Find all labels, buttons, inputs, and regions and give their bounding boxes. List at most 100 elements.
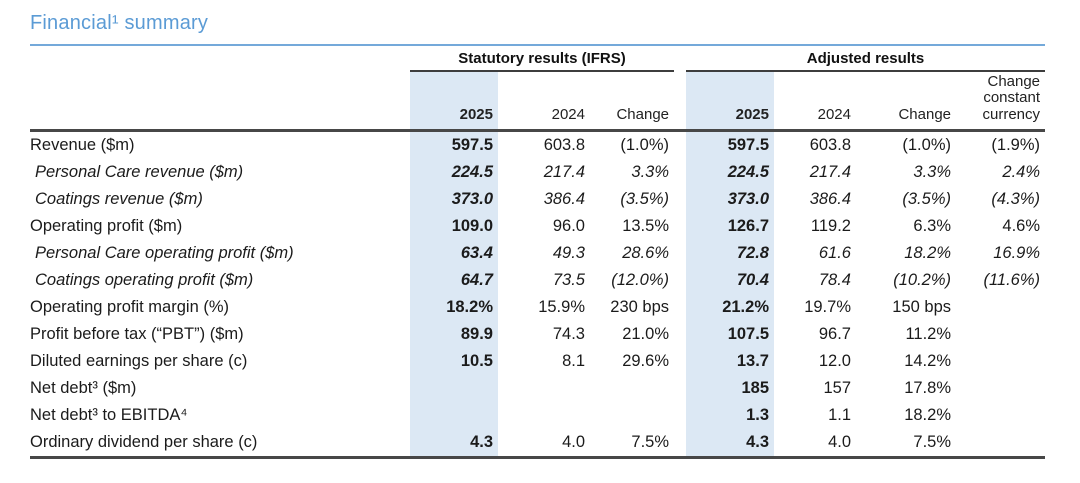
cell-stat-2025 bbox=[410, 375, 498, 402]
table-row: Ordinary dividend per share (c) 4.3 4.0 … bbox=[30, 429, 1046, 459]
cell-stat-change: (3.5%) bbox=[620, 190, 669, 208]
table-row: Revenue ($m) 597.5 603.8 (1.0%) 597.5 60… bbox=[30, 130, 1045, 160]
group-gap-cell bbox=[674, 240, 686, 267]
cell-adj-2024: 119.2 bbox=[810, 217, 851, 235]
cell-change-constant-currency: 4.6% bbox=[1002, 217, 1041, 235]
col-header-stat-change: Change bbox=[590, 71, 674, 132]
cell-stat-change: (12.0%) bbox=[611, 271, 669, 289]
cell-stat-2025 bbox=[410, 402, 498, 429]
row-label: Diluted earnings per share (c) bbox=[30, 352, 248, 370]
group-gap-cell bbox=[674, 267, 686, 294]
cell-adj-2025: 1.3 bbox=[686, 402, 774, 429]
cell-adj-2025: 126.7 bbox=[686, 213, 774, 240]
cell-stat-change bbox=[590, 402, 674, 429]
cell-adj-2024: 19.7% bbox=[804, 298, 851, 316]
row-label: Profit before tax (“PBT”) ($m) bbox=[30, 325, 244, 343]
cell-adj-2024: 4.0 bbox=[774, 429, 856, 459]
cell-stat-2024: 4.0 bbox=[498, 429, 590, 459]
row-label: Personal Care operating profit ($m) bbox=[35, 244, 294, 262]
col-header-adj-change: Change bbox=[856, 71, 956, 132]
cell-adj-2025: 4.3 bbox=[686, 429, 774, 459]
cell-stat-2024: 96.0 bbox=[552, 217, 585, 235]
table-row: Coatings revenue ($m) 373.0 386.4 (3.5%)… bbox=[30, 186, 1045, 213]
table-row: Profit before tax (“PBT”) ($m) 89.9 74.3… bbox=[30, 321, 1045, 348]
table-row: Coatings operating profit ($m) 64.7 73.5… bbox=[30, 267, 1045, 294]
cell-adj-2025: 185 bbox=[686, 375, 774, 402]
cell-stat-change: 28.6% bbox=[622, 244, 669, 262]
group-header-empty bbox=[30, 50, 410, 71]
cell-adj-2025: 373.0 bbox=[686, 186, 774, 213]
col-header-change-constant-currency: Change constant currency bbox=[956, 71, 1046, 132]
col-header-gap bbox=[674, 71, 686, 132]
group-gap-cell bbox=[674, 348, 686, 375]
row-label: Personal Care revenue ($m) bbox=[35, 163, 244, 181]
cell-adj-2025: 13.7 bbox=[686, 348, 774, 375]
cell-adj-2025: 224.5 bbox=[686, 159, 774, 186]
cell-stat-change: 7.5% bbox=[590, 429, 674, 459]
cell-stat-change: (1.0%) bbox=[620, 136, 669, 154]
cell-adj-2024: 12.0 bbox=[818, 352, 851, 370]
cell-adj-2024: 78.4 bbox=[818, 271, 851, 289]
col-header-empty bbox=[30, 71, 410, 132]
cell-adj-change: 14.2% bbox=[904, 352, 951, 370]
group-gap-cell bbox=[674, 159, 686, 186]
cell-stat-change: 21.0% bbox=[622, 325, 669, 343]
cell-stat-2024: 386.4 bbox=[543, 190, 585, 208]
cell-adj-change: 6.3% bbox=[913, 217, 951, 235]
cell-adj-change: 11.2% bbox=[905, 325, 951, 343]
group-header-statutory: Statutory results (IFRS) bbox=[410, 50, 674, 72]
cell-adj-2024: 386.4 bbox=[809, 190, 851, 208]
cell-stat-2025: 4.3 bbox=[410, 429, 498, 459]
group-gap-cell bbox=[674, 186, 686, 213]
cell-stat-2025: 373.0 bbox=[410, 186, 498, 213]
cell-adj-change: 18.2% bbox=[904, 406, 951, 424]
cell-change-constant-currency: 16.9% bbox=[993, 244, 1041, 262]
group-gap-cell bbox=[674, 402, 686, 429]
cell-adj-2025: 597.5 bbox=[686, 130, 774, 159]
cell-adj-2025: 107.5 bbox=[686, 321, 774, 348]
cell-stat-change bbox=[590, 375, 674, 402]
cell-stat-2024: 73.5 bbox=[552, 271, 585, 289]
cell-stat-2024 bbox=[498, 402, 590, 429]
group-gap-cell bbox=[674, 213, 686, 240]
cell-stat-2025: 109.0 bbox=[410, 213, 498, 240]
col-header-adj-2024: 2024 bbox=[774, 71, 856, 132]
cell-change-constant-currency: 2.4% bbox=[1002, 163, 1041, 181]
cell-stat-2025: 63.4 bbox=[410, 240, 498, 267]
column-header-row: 2025 2024 Change 2025 2024 Change Change… bbox=[30, 71, 1046, 132]
financial-summary-page: Financial¹ summary Statutory results (IF… bbox=[30, 12, 1046, 459]
col-header-stat-2024: 2024 bbox=[498, 71, 590, 132]
table-row: Operating profit margin (%) 18.2% 15.9% … bbox=[30, 294, 1045, 321]
cell-stat-2025: 224.5 bbox=[410, 159, 498, 186]
cell-adj-2024: 157 bbox=[823, 379, 851, 397]
cell-adj-2024: 61.6 bbox=[818, 244, 851, 262]
group-gap bbox=[674, 50, 686, 71]
row-label: Operating profit margin (%) bbox=[30, 298, 229, 316]
row-label: Operating profit ($m) bbox=[30, 217, 183, 235]
cell-stat-change: 230 bps bbox=[610, 298, 669, 316]
row-label: Coatings operating profit ($m) bbox=[35, 271, 254, 289]
table-body: Revenue ($m) 597.5 603.8 (1.0%) 597.5 60… bbox=[30, 130, 1046, 459]
cell-adj-change: (1.0%) bbox=[902, 136, 951, 154]
cell-stat-change: 29.6% bbox=[622, 352, 669, 370]
table-row: Diluted earnings per share (c) 10.5 8.1 … bbox=[30, 348, 1045, 375]
cell-adj-2024: 603.8 bbox=[809, 136, 851, 154]
cell-change-constant-currency: (4.3%) bbox=[991, 190, 1041, 208]
cell-stat-2024: 603.8 bbox=[543, 136, 585, 154]
cell-change-constant-currency bbox=[956, 402, 1045, 429]
cell-adj-change: (3.5%) bbox=[902, 190, 951, 208]
row-label: Net debt³ to EBITDA⁴ bbox=[30, 406, 188, 424]
cell-stat-change: 13.5% bbox=[622, 217, 669, 235]
cell-adj-change: 150 bps bbox=[892, 298, 951, 316]
cell-adj-2025: 72.8 bbox=[686, 240, 774, 267]
group-gap-cell bbox=[674, 131, 686, 160]
financial-summary-table: Statutory results (IFRS) Adjusted result… bbox=[30, 50, 1046, 459]
row-label: Net debt³ ($m) bbox=[30, 379, 137, 397]
cell-adj-2024: 1.1 bbox=[828, 406, 851, 424]
title-divider bbox=[30, 44, 1045, 46]
cell-adj-2024: 217.4 bbox=[809, 163, 851, 181]
cell-stat-2025: 89.9 bbox=[410, 321, 498, 348]
cell-adj-change: 18.2% bbox=[904, 244, 951, 262]
page-title: Financial¹ summary bbox=[30, 12, 209, 34]
cell-stat-change: 3.3% bbox=[631, 163, 669, 181]
